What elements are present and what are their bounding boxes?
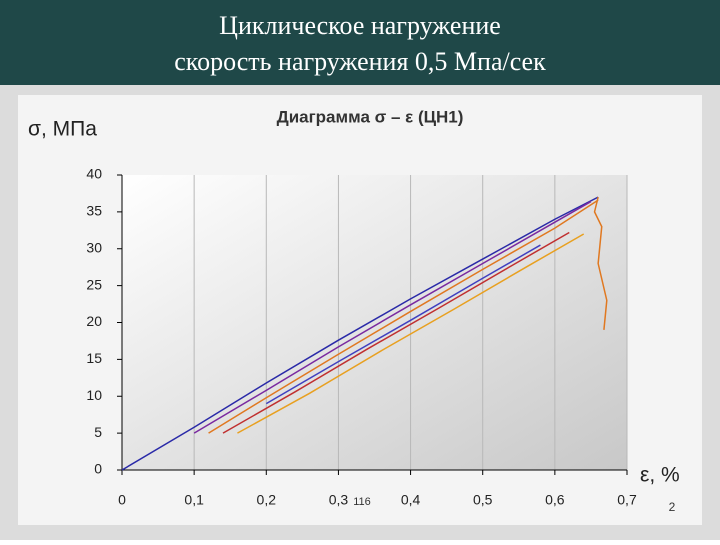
x-tick-label: 0,5 [473, 492, 493, 508]
series-line [121, 196, 599, 471]
series-line [237, 233, 585, 434]
y-axis-label: σ, МПа [28, 118, 97, 141]
series-line [193, 200, 592, 434]
slide-subtitle: скорость нагружения 0,5 Мпа/сек [174, 47, 546, 76]
series-line [208, 199, 599, 434]
x-tick-label: 0,3 [329, 492, 349, 508]
header-band [0, 0, 720, 85]
series-line [593, 196, 608, 330]
y-tick-label: 10 [86, 387, 102, 403]
x-tick-label: 0,6 [545, 492, 565, 508]
series-line [222, 231, 570, 434]
plot-area [122, 175, 627, 470]
y-tick-label: 30 [86, 239, 102, 255]
y-tick-label: 25 [86, 276, 102, 292]
x-tick-label: 0,2 [257, 492, 277, 508]
plot: 0 0,1 0,2 0,3 0,4 0,5 0,6 0,7 0 5 10 15 20 25 30 35 40 [86, 166, 637, 508]
overlay-number: 116 [353, 496, 371, 508]
x-tick-label: 0 [118, 492, 126, 508]
y-tick-label: 15 [86, 350, 102, 366]
x-axis-label: ε, % [640, 464, 680, 487]
y-tick-label: 5 [94, 424, 102, 440]
page-number: 2 [669, 500, 676, 514]
y-tick-label: 20 [86, 313, 102, 329]
slide-title: Циклическое нагружение [219, 11, 501, 40]
y-tick-label: 40 [86, 166, 102, 182]
x-tick-label: 0,7 [617, 492, 637, 508]
y-tick-label: 0 [94, 461, 102, 477]
chart-title: Диаграмма σ – ε (ЦН1) [277, 107, 464, 126]
x-tick-label: 0,4 [401, 492, 421, 508]
x-tick-label: 0,1 [184, 492, 204, 508]
series-line [265, 244, 541, 405]
y-tick-label: 35 [86, 203, 102, 219]
